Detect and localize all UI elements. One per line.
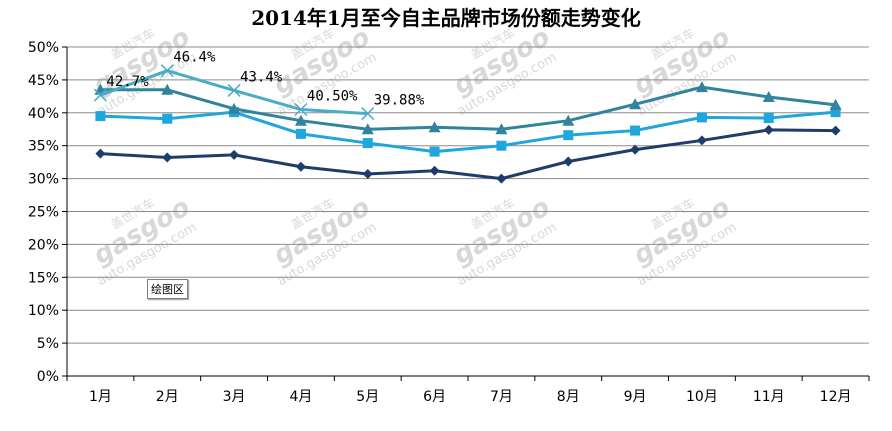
point-marker-diamond xyxy=(763,124,774,135)
point-marker-triangle xyxy=(428,121,441,133)
point-marker-diamond xyxy=(95,148,106,159)
point-marker-triangle xyxy=(629,98,642,110)
series-line xyxy=(100,85,836,131)
plot-area-tooltip: 绘图区 xyxy=(147,279,188,299)
x-axis-ticks: 1月 2月 3月 4月 5月 6月 7月 8月 9月 10月 11月 12月 xyxy=(66,376,870,405)
point-marker-diamond xyxy=(696,135,707,146)
point-marker-square xyxy=(830,107,841,118)
point-marker-x xyxy=(227,83,241,97)
x-tick-label: 11月 xyxy=(753,389,785,405)
point-marker-square xyxy=(763,113,774,124)
y-tick-label: 30% xyxy=(28,172,59,188)
point-marker-triangle xyxy=(495,123,508,135)
y-tick-label: 20% xyxy=(28,237,59,253)
y-tick-label: 45% xyxy=(28,73,59,89)
y-tick-label: 25% xyxy=(28,205,59,221)
chart-title: 2014年1月至今自主品牌市场份额走势变化 xyxy=(251,6,641,30)
point-marker-diamond xyxy=(162,152,173,163)
x-tick-label: 4月 xyxy=(289,389,312,405)
x-tick-label: 6月 xyxy=(423,389,446,405)
x-tick-label: 3月 xyxy=(223,389,246,405)
point-marker-diamond xyxy=(429,165,440,176)
series-line xyxy=(100,128,836,181)
series-square xyxy=(95,107,841,157)
x-tick-label: 5月 xyxy=(356,389,379,405)
data-label: 46.4% xyxy=(173,50,216,66)
point-marker-square xyxy=(362,138,373,149)
point-marker-diamond xyxy=(830,125,841,136)
y-tick-label: 50% xyxy=(28,40,59,56)
series-diamond xyxy=(95,124,841,184)
y-tick-label: 5% xyxy=(37,336,59,352)
series-line xyxy=(100,110,836,154)
y-tick-label: 10% xyxy=(28,303,59,319)
point-marker-diamond xyxy=(496,173,507,184)
point-marker-square xyxy=(630,125,641,136)
point-marker-x xyxy=(93,88,107,102)
y-axis-ticks: 0% 5% 10% 15% 20% 25% 30% 35% 40% 45% 50% xyxy=(28,40,67,385)
point-marker-triangle xyxy=(228,102,241,114)
point-marker-x xyxy=(160,64,174,78)
point-marker-diamond xyxy=(295,161,306,172)
point-marker-square xyxy=(429,146,440,157)
x-tick-label: 7月 xyxy=(490,389,513,405)
y-tick-label: 0% xyxy=(37,369,59,385)
x-tick-label: 9月 xyxy=(624,389,647,405)
x-tick-label: 12月 xyxy=(820,389,852,405)
x-tick-label: 8月 xyxy=(557,389,580,405)
point-marker-diamond xyxy=(630,144,641,155)
point-marker-x xyxy=(294,102,308,117)
point-marker-diamond xyxy=(563,156,574,167)
x-tick-label: 1月 xyxy=(89,389,112,405)
point-marker-square xyxy=(496,140,507,151)
point-marker-square xyxy=(95,111,106,122)
y-tick-label: 15% xyxy=(28,270,59,286)
point-marker-triangle xyxy=(829,98,842,110)
point-marker-triangle xyxy=(361,123,374,135)
point-marker-triangle xyxy=(695,81,708,93)
data-label-layer: 42.7% 46.4% 43.4% 40.50% 39.88% xyxy=(106,50,424,109)
x-tick-label: 2月 xyxy=(156,389,179,405)
data-label: 39.88% xyxy=(374,93,425,109)
x-tick-label: 10月 xyxy=(686,389,718,405)
point-marker-triangle xyxy=(562,114,575,126)
point-marker-square xyxy=(295,128,306,139)
point-marker-diamond xyxy=(362,168,373,179)
y-tick-label: 40% xyxy=(28,106,59,122)
data-label: 43.4% xyxy=(240,69,283,85)
point-marker-square xyxy=(162,113,173,124)
data-label: 42.7% xyxy=(106,74,149,90)
point-marker-square xyxy=(696,112,707,123)
point-marker-x xyxy=(361,107,375,121)
point-marker-triangle xyxy=(161,83,174,95)
series-x xyxy=(93,64,375,121)
point-marker-diamond xyxy=(229,149,240,160)
y-tick-label: 35% xyxy=(28,139,59,155)
point-marker-triangle xyxy=(294,114,307,126)
data-label: 40.50% xyxy=(307,89,358,105)
point-marker-square xyxy=(563,130,574,141)
point-marker-triangle xyxy=(762,91,775,103)
series-layer xyxy=(93,64,842,184)
